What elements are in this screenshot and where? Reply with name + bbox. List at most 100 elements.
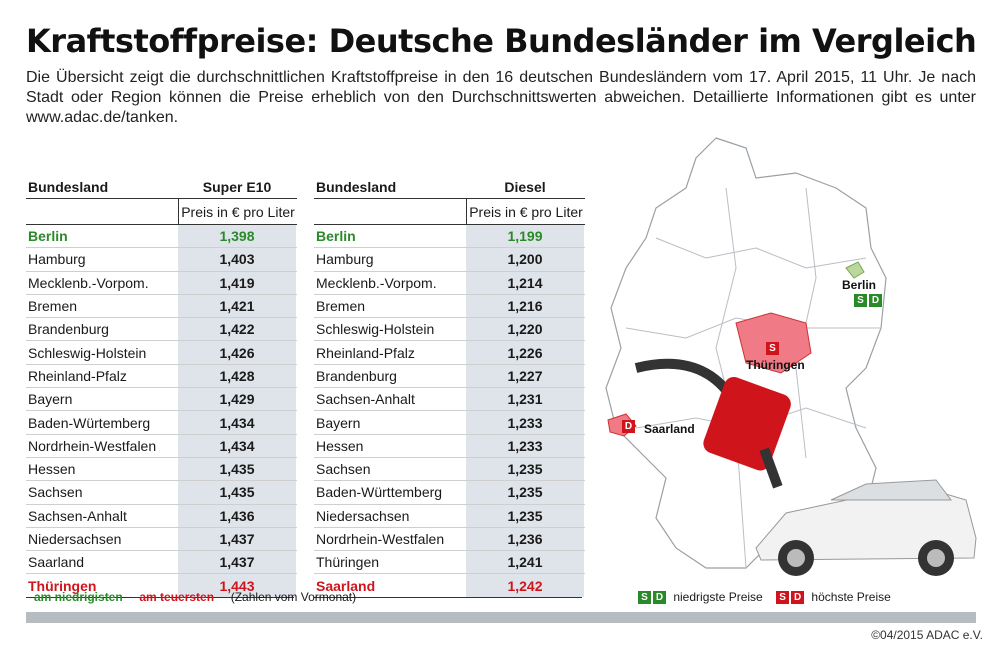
copyright: ©04/2015 ADAC e.V. <box>871 628 983 642</box>
berlin-shape <box>845 261 865 279</box>
row-land: Bremen <box>28 298 78 315</box>
row-price: 1,437 <box>178 551 296 574</box>
table-super-e10: Bundesland Super E10 Preis in € pro Lite… <box>26 176 297 598</box>
table-row: Berlin 1,398 <box>26 224 297 248</box>
row-price: 1,236 <box>466 527 584 551</box>
table-row: Sachsen-Anhalt 1,436 <box>26 503 297 527</box>
table-row: Baden-Württemberg 1,235 <box>314 480 585 504</box>
map-label-berlin: Berlin <box>842 278 877 292</box>
legend-note: (Zahlen vom Vormonat) <box>230 590 357 604</box>
table-row: Bremen 1,421 <box>26 293 297 318</box>
legend-left: am niedrigisten am teuersten (Zahlen vom… <box>34 590 356 604</box>
row-land: Sachsen <box>316 461 371 478</box>
saarland-d-badge: D <box>622 420 635 433</box>
row-land: Bayern <box>28 391 73 408</box>
row-land: Hamburg <box>28 251 86 268</box>
row-land: Baden-Württemberg <box>316 484 443 501</box>
legend-high-text: höchste Preise <box>811 590 891 604</box>
fuel-nozzle <box>703 376 791 471</box>
table-row: Schleswig-Holstein 1,426 <box>26 340 297 364</box>
row-price: 1,199 <box>466 225 584 248</box>
legend-highest: am teuersten <box>139 590 215 604</box>
row-land: Thüringen <box>28 577 97 594</box>
map-label-thueringen: Thüringen <box>746 358 805 372</box>
row-land: Sachsen-Anhalt <box>28 507 127 524</box>
row-price: 1,227 <box>466 364 584 388</box>
table-row: Rheinland-Pfalz 1,226 <box>314 340 585 364</box>
row-land: Schleswig-Holstein <box>28 344 147 361</box>
row-price: 1,403 <box>178 248 296 271</box>
row-land: Hessen <box>28 461 76 478</box>
row-land: Bayern <box>316 414 361 431</box>
legend-lowest: am niedrigisten <box>34 590 123 604</box>
row-price: 1,220 <box>466 318 584 341</box>
table-row: Mecklenb.-Vorpom. 1,214 <box>314 270 585 294</box>
col-header-land: Bundesland <box>316 179 397 195</box>
row-price: 1,235 <box>466 457 584 481</box>
row-price: 1,231 <box>466 388 584 411</box>
table-row: Nordrhein-Westfalen 1,236 <box>314 526 585 551</box>
col-header-price: Diesel <box>504 179 546 195</box>
table-row: Brandenburg 1,422 <box>26 317 297 341</box>
row-land: Nordrhein-Westfalen <box>316 531 445 547</box>
row-land: Niedersachsen <box>28 531 122 547</box>
row-land: Mecklenb.-Vorpom. <box>28 274 149 291</box>
table-row: Sachsen 1,235 <box>314 456 585 481</box>
table-row: Bayern 1,233 <box>314 410 585 434</box>
table-row: Niedersachsen 1,437 <box>26 526 297 551</box>
footer-bar <box>26 612 976 623</box>
intro-text: Die Übersicht zeigt die durchschnittlich… <box>26 69 976 126</box>
col-header-land: Bundesland <box>28 179 109 195</box>
row-price: 1,429 <box>178 388 296 411</box>
legend-low-text: niedrigste Preise <box>673 590 763 604</box>
page-title: Kraftstoffpreise: Deutsche Bundesländer … <box>26 22 977 60</box>
row-land: Sachsen <box>28 484 83 501</box>
row-land: Sachsen-Anhalt <box>316 391 415 408</box>
table-row: Mecklenb.-Vorpom. 1,419 <box>26 270 297 294</box>
row-price: 1,235 <box>466 481 584 504</box>
unit-label: Preis in € pro Liter <box>466 199 585 224</box>
table-row: Hessen 1,233 <box>314 433 585 457</box>
unit-label: Preis in € pro Liter <box>178 199 297 224</box>
row-price: 1,434 <box>178 434 296 457</box>
row-price: 1,443 <box>178 574 296 597</box>
table-row: Bremen 1,216 <box>314 293 585 318</box>
row-land: Brandenburg <box>316 367 397 384</box>
row-land: Saarland <box>316 577 376 594</box>
row-land: Rheinland-Pfalz <box>316 344 415 361</box>
table-row: Schleswig-Holstein 1,220 <box>314 317 585 341</box>
table-row: Saarland 1,437 <box>26 550 297 574</box>
row-land: Mecklenb.-Vorpom. <box>316 274 437 291</box>
row-land: Hessen <box>316 437 364 454</box>
row-land: Nordrhein-Westfalen <box>28 437 157 454</box>
row-land: Rheinland-Pfalz <box>28 367 127 384</box>
table-row: Baden-Würtemberg 1,434 <box>26 410 297 434</box>
row-land: Baden-Würtemberg <box>28 414 151 431</box>
row-price: 1,422 <box>178 318 296 341</box>
table-diesel: Bundesland Diesel Preis in € pro Liter B… <box>314 176 585 598</box>
table-row: Sachsen-Anhalt 1,231 <box>314 387 585 411</box>
row-price: 1,434 <box>178 411 296 434</box>
table-row: Sachsen 1,435 <box>26 480 297 504</box>
row-price: 1,435 <box>178 457 296 481</box>
table-row: Bayern 1,429 <box>26 387 297 411</box>
row-land: Saarland <box>28 554 85 571</box>
row-price: 1,241 <box>466 551 584 574</box>
car-image <box>755 479 977 576</box>
map-label-saarland: Saarland <box>644 422 695 436</box>
table-row: Brandenburg 1,227 <box>314 363 585 388</box>
thueringen-s-badge: S <box>766 342 779 355</box>
table-row: Saarland 1,242 <box>314 573 585 597</box>
table-row: Hessen 1,435 <box>26 456 297 481</box>
col-header-price: Super E10 <box>202 179 272 195</box>
row-land: Hamburg <box>316 251 374 268</box>
row-price: 1,214 <box>466 271 584 294</box>
row-price: 1,226 <box>466 341 584 364</box>
row-price: 1,233 <box>466 434 584 457</box>
row-price: 1,242 <box>466 574 584 597</box>
table-row: Niedersachsen 1,235 <box>314 503 585 527</box>
row-land: Niedersachsen <box>316 507 410 524</box>
